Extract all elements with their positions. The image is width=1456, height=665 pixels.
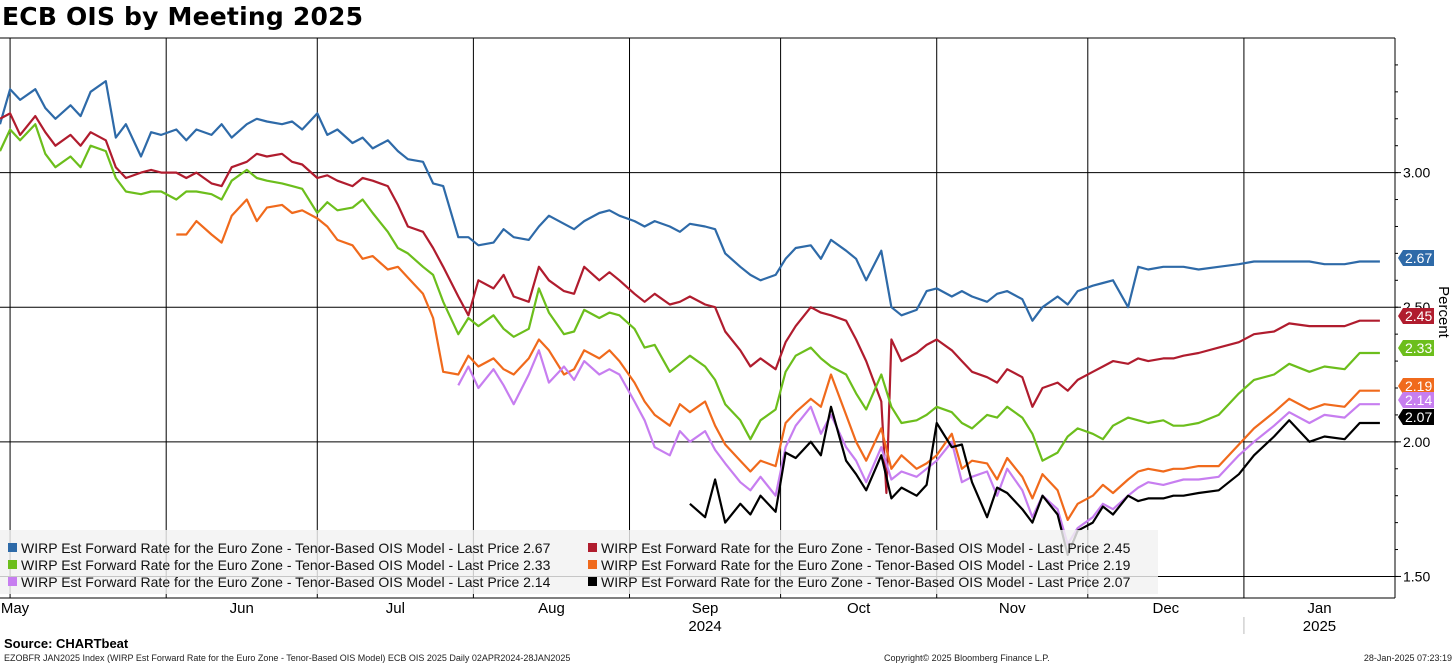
- legend-swatch: [588, 543, 597, 552]
- y-axis-title: Percent: [1435, 286, 1452, 339]
- last-price-tag: [1398, 250, 1434, 266]
- x-month-label: Jun: [230, 600, 254, 617]
- last-price-label: 2.14: [1405, 392, 1432, 408]
- source-note: Source: CHARTbeat: [4, 636, 129, 651]
- chart-title: ECB OIS by Meeting 2025: [2, 2, 364, 31]
- legend-swatch: [8, 543, 17, 552]
- legend-entry: WIRP Est Forward Rate for the Euro Zone …: [21, 557, 551, 573]
- y-tick-label: 3.00: [1403, 165, 1430, 181]
- series-line-4: [176, 198, 1380, 521]
- legend-swatch: [8, 560, 17, 569]
- last-price-tag: [1398, 340, 1434, 356]
- x-month-label: Jan: [1307, 600, 1331, 617]
- legend-entry: WIRP Est Forward Rate for the Euro Zone …: [601, 574, 1131, 590]
- last-price-label: 2.45: [1405, 308, 1432, 324]
- x-month-label: Oct: [847, 600, 871, 617]
- grid-layer: [0, 37, 1396, 599]
- footer-index-description: EZOBFR JAN2025 Index (WIRP Est Forward R…: [4, 653, 571, 663]
- series-line-3: [0, 123, 1380, 462]
- legend-entry: WIRP Est Forward Rate for the Euro Zone …: [601, 540, 1131, 556]
- last-price-tag: [1398, 308, 1434, 324]
- x-month-label: Dec: [1153, 600, 1180, 617]
- y-tick-label: 2.00: [1403, 434, 1430, 450]
- x-month-label: Jul: [386, 600, 405, 617]
- legend: WIRP Est Forward Rate for the Euro Zone …: [0, 530, 1158, 594]
- last-price-tag: [1398, 392, 1434, 408]
- legend-swatch: [8, 577, 17, 586]
- x-month-label: Sep: [692, 600, 719, 617]
- last-price-tag: [1398, 378, 1434, 394]
- last-price-label: 2.67: [1405, 250, 1432, 266]
- last-price-tags: 2.67 2.45 2.33 2.192.142.07: [1398, 250, 1434, 425]
- last-price-label: 2.07: [1405, 409, 1432, 425]
- x-month-label: May: [1, 600, 30, 617]
- last-price-label: 2.19: [1405, 378, 1432, 394]
- last-price-tag: [1398, 409, 1434, 425]
- legend-background: [0, 530, 1158, 594]
- legend-entry: WIRP Est Forward Rate for the Euro Zone …: [601, 557, 1131, 573]
- last-price-label: 2.33: [1405, 340, 1432, 356]
- x-year-label: 2024: [688, 618, 721, 635]
- x-month-label: Nov: [999, 600, 1026, 617]
- legend-entry: WIRP Est Forward Rate for the Euro Zone …: [21, 540, 551, 556]
- series-layer: [0, 80, 1380, 556]
- series-line-1: [0, 80, 1380, 322]
- legend-swatch: [588, 577, 597, 586]
- y-tick-label: 1.50: [1403, 568, 1430, 584]
- x-year-label: 2025: [1303, 618, 1336, 635]
- legend-swatch: [588, 560, 597, 569]
- footer-timestamp: 28-Jan-2025 07:23:19: [1363, 653, 1452, 663]
- legend-entry: WIRP Est Forward Rate for the Euro Zone …: [21, 574, 551, 590]
- series-line-2: [0, 112, 1380, 495]
- x-month-label: Aug: [538, 600, 565, 617]
- series-line-5: [457, 349, 1380, 546]
- series-line-6: [689, 405, 1380, 556]
- footer-copyright: Copyright© 2025 Bloomberg Finance L.P.: [884, 653, 1050, 663]
